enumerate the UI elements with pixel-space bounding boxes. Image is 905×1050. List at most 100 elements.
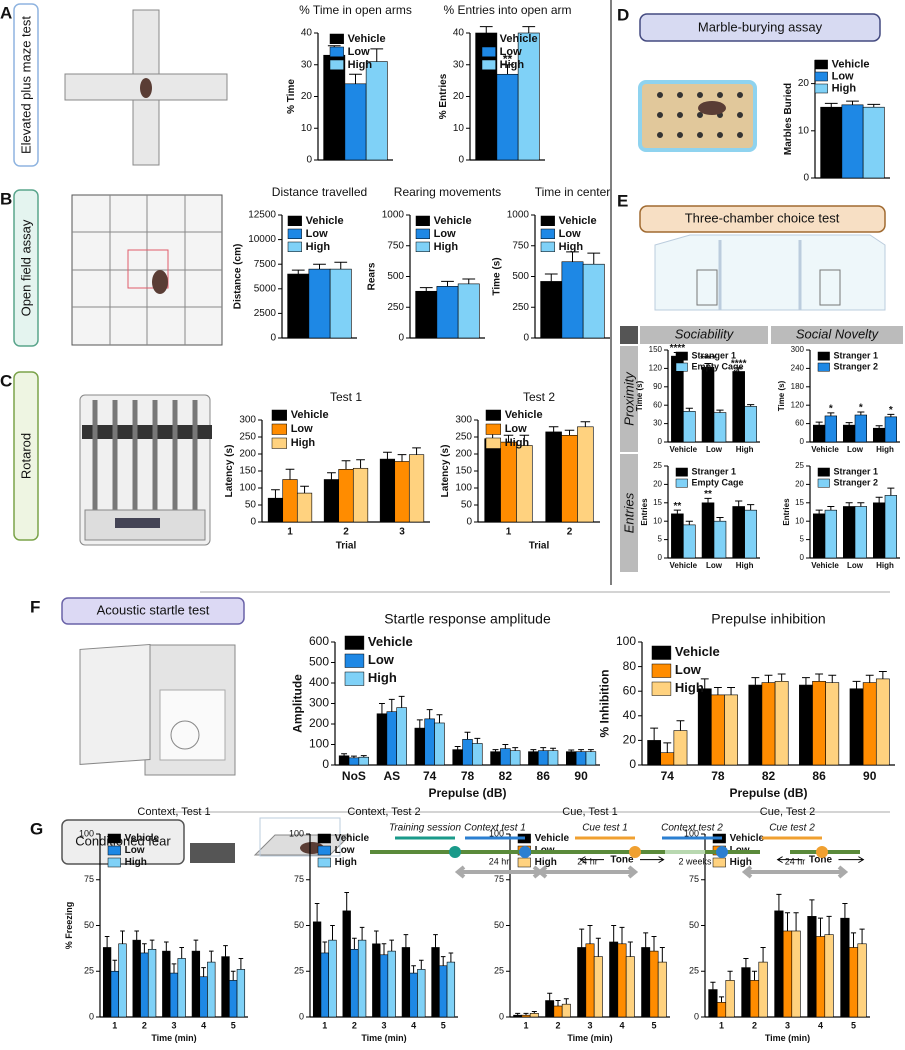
error-bar (710, 981, 716, 990)
bar (417, 969, 426, 1018)
y-tick-label: 250 (387, 302, 404, 313)
error-bar (341, 753, 348, 756)
bar (683, 524, 696, 559)
error-bar (416, 719, 423, 729)
bar (110, 970, 119, 1018)
y-tick-label: 5 (658, 535, 663, 544)
bar (824, 509, 837, 559)
error-bar (842, 903, 848, 919)
bar (872, 427, 886, 443)
chart-title: Cue, Test 2 (760, 806, 815, 818)
chart-title: Rearing movements (394, 185, 501, 199)
legend-label: Vehicle (505, 409, 543, 421)
legend-label: Low (335, 845, 355, 856)
error-bar (587, 252, 601, 265)
bar (713, 412, 727, 443)
panel-label-box (639, 13, 881, 42)
timeline-event (449, 846, 461, 858)
legend-label: High (832, 82, 857, 94)
legend-swatch (344, 635, 365, 650)
error-bar (201, 967, 206, 977)
error-bar (370, 48, 384, 62)
error-bar (776, 893, 782, 911)
y-tick-label: 0 (803, 173, 809, 184)
bar (296, 492, 313, 523)
y-tick-label: 100 (455, 483, 472, 494)
y-tick-label: 25 (494, 966, 504, 976)
error-bar (291, 269, 305, 275)
error-bar (859, 928, 865, 944)
significance: **** (731, 358, 747, 369)
timeline-event (519, 846, 531, 858)
legend-label: Low (832, 70, 854, 82)
y-tick-label: 80 (623, 659, 637, 673)
y-tick-label: 20 (623, 733, 637, 747)
bar (748, 684, 763, 766)
y-axis-label: Entries (640, 498, 649, 526)
y-tick-label: 90 (653, 382, 662, 391)
chart-title: % Time in open arms (299, 3, 412, 17)
error-bar (815, 421, 823, 426)
legend-swatch (817, 467, 830, 477)
y-tick-label: 0 (800, 437, 805, 446)
y-tick-label: 200 (455, 449, 472, 460)
bar (282, 479, 298, 523)
error-bar (515, 1012, 521, 1016)
legend-label: Empty Cage (692, 362, 744, 372)
bar (328, 939, 337, 1018)
y-axis-label: % Entries (438, 73, 449, 119)
error-bar (163, 941, 169, 952)
y-tick-label: 50 (494, 920, 504, 930)
legend-label: Vehicle (368, 634, 413, 649)
bar (379, 954, 389, 1018)
bar (617, 943, 627, 1018)
bar (840, 917, 850, 1018)
error-bar (887, 413, 895, 417)
error-bar (735, 500, 743, 507)
y-tick-label: 120 (649, 364, 663, 373)
error-bar (685, 407, 693, 412)
error-bar (704, 497, 712, 503)
timeline-event-label: Cue test 1 (582, 823, 628, 834)
y-tick-label: 0 (270, 333, 276, 344)
significance: **** (670, 343, 686, 354)
y-tick-label: 25 (795, 461, 804, 470)
y-tick-label: 50 (84, 920, 94, 930)
x-tick-label: 3 (171, 1020, 176, 1030)
timeline-event-label: Context test 1 (464, 823, 526, 834)
bar (758, 961, 768, 1018)
error-bar (751, 677, 760, 686)
bar (815, 936, 826, 1018)
significance: ** (503, 52, 513, 66)
error-bar (801, 677, 810, 686)
y-tick-label: 20 (653, 480, 662, 489)
y-tick-label: 0 (658, 553, 663, 562)
bar (446, 961, 456, 1018)
bar (229, 980, 238, 1018)
bar (308, 268, 331, 339)
bar (824, 934, 834, 1018)
bar (350, 948, 359, 1018)
legend-label: Low (348, 46, 370, 58)
marble-illustration (638, 80, 757, 152)
error-bar (479, 26, 493, 33)
error-bar (436, 714, 443, 723)
legend-swatch (481, 46, 496, 57)
table-header (771, 326, 903, 344)
bar (741, 967, 751, 1018)
bar (329, 268, 352, 339)
legend-swatch (485, 437, 501, 449)
error-bar (760, 946, 766, 963)
y-tick-label: 75 (84, 874, 94, 884)
x-tick-label: 82 (499, 769, 513, 783)
error-bar (419, 287, 433, 292)
x-tick-label: 2 (142, 1020, 147, 1030)
rotarod-illustration (79, 394, 212, 546)
error-bar (120, 930, 125, 944)
bar (857, 943, 867, 1018)
y-tick-label: 30 (653, 419, 662, 428)
y-axis-label: % Inhibition (597, 670, 611, 738)
x-tick-label: 78 (711, 769, 725, 783)
error-bar (223, 945, 228, 957)
x-axis-label: Prepulse (dB) (729, 786, 807, 800)
